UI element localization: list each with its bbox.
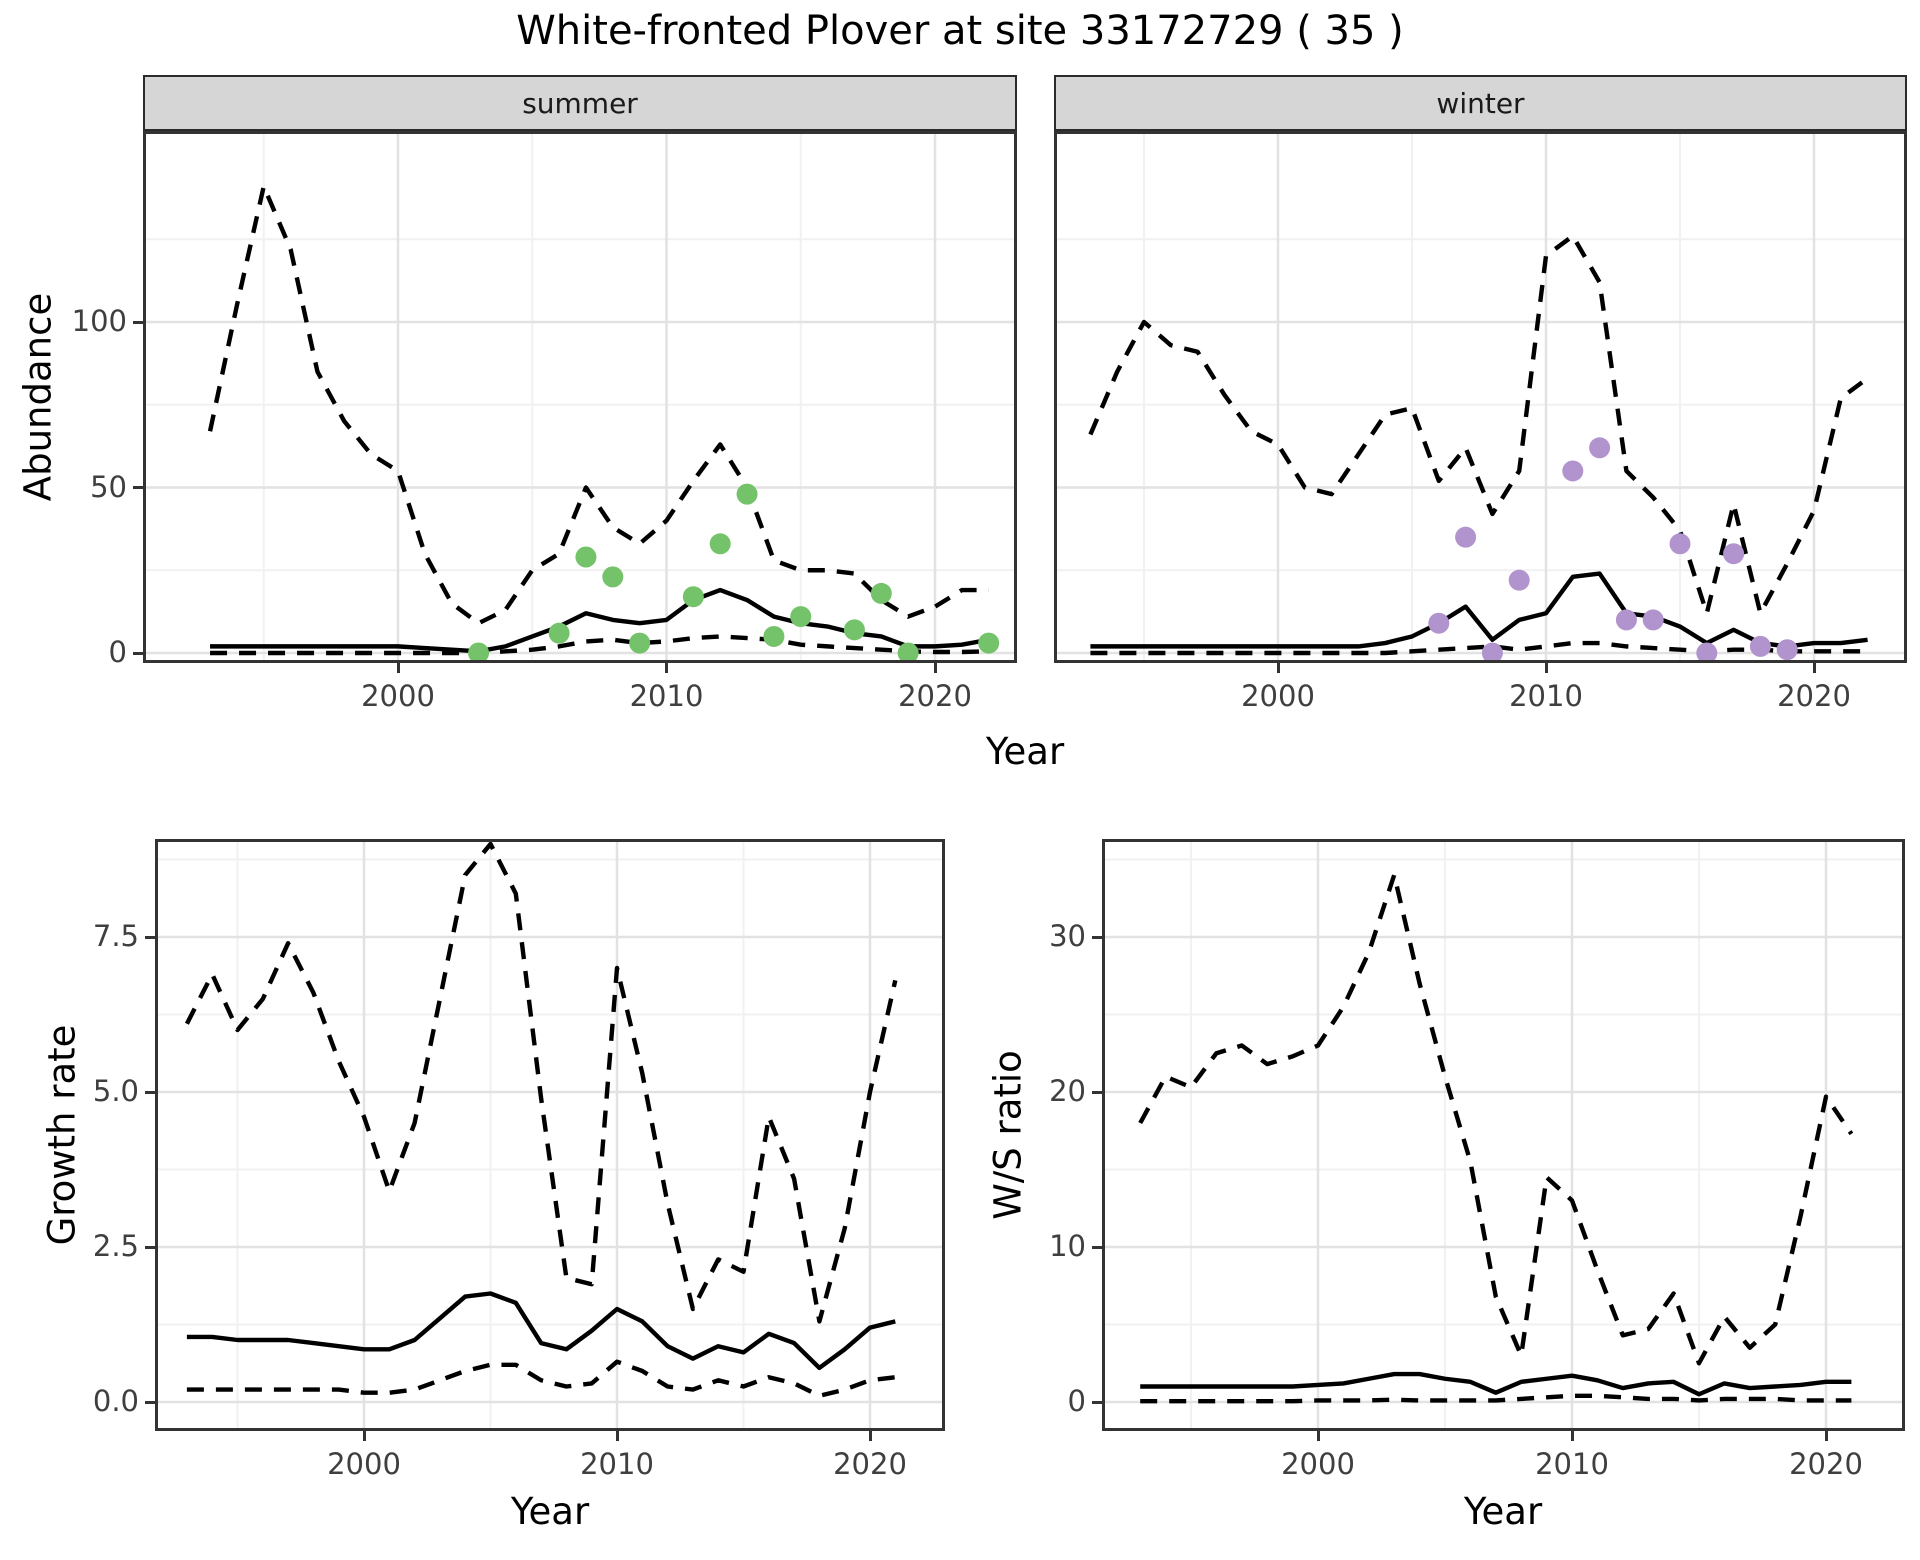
- data-point-winter_counts: [1696, 642, 1718, 663]
- x-tick-mark: [615, 1431, 619, 1441]
- data-point-winter_counts: [1749, 635, 1771, 657]
- x-tick-mark: [396, 663, 400, 673]
- x-tick-label: 2000: [1281, 1447, 1355, 1481]
- data-point-summer_counts: [629, 632, 651, 654]
- y-tick-mark: [1092, 1245, 1102, 1249]
- y-tick-mark: [133, 486, 143, 489]
- series-ws-upper_ci: [1138, 872, 1854, 1366]
- facet-strip-summer-label: summer: [522, 86, 638, 120]
- y-tick-mark: [133, 320, 143, 324]
- y-axis-title-growth-rate: Growth rate: [40, 1024, 84, 1246]
- x-tick-mark: [362, 1431, 366, 1441]
- figure-title: White-fronted Plover at site 33172729 ( …: [516, 8, 1404, 54]
- data-point-summer_counts: [709, 533, 731, 555]
- y-tick-mark: [1092, 1090, 1102, 1094]
- x-tick-label: 2010: [580, 1447, 654, 1481]
- x-tick-mark: [933, 663, 937, 673]
- data-point-summer_counts: [843, 619, 865, 641]
- x-tick-label: 2000: [361, 679, 435, 713]
- y-tick-mark: [145, 1245, 155, 1249]
- x-tick-mark: [665, 663, 668, 673]
- y-tick-label: 50: [90, 469, 127, 504]
- data-point-summer_counts: [763, 625, 785, 647]
- y-tick-label: 100: [71, 304, 127, 338]
- y-tick-label: 0: [108, 635, 127, 669]
- data-point-winter_counts: [1589, 437, 1611, 459]
- data-point-winter_counts: [1428, 612, 1450, 634]
- y-tick-label: 5.0: [92, 1074, 139, 1108]
- x-tick-label: 2020: [898, 679, 972, 713]
- y-tick-mark: [1092, 1400, 1102, 1404]
- panel-ws: [1102, 839, 1905, 1431]
- x-tick-label: 2010: [629, 679, 704, 713]
- x-tick-label: 2010: [1509, 679, 1583, 713]
- facet-strip-winter-label: winter: [1436, 86, 1525, 120]
- data-point-winter_counts: [1455, 526, 1477, 548]
- x-tick-label: 2020: [1789, 1447, 1863, 1481]
- series-summer-lower_ci: [210, 634, 989, 656]
- series-ws-lower_ci: [1140, 1393, 1852, 1404]
- x-tick-mark: [1824, 1431, 1828, 1441]
- data-point-summer_counts: [790, 606, 812, 628]
- data-point-summer_counts: [736, 483, 758, 505]
- x-tick-mark: [1544, 663, 1548, 673]
- series-winter-upper_ci: [1088, 233, 1869, 616]
- y-tick-label: 30: [1049, 919, 1086, 953]
- panel-growth: [155, 839, 945, 1431]
- series-winter-lower_ci: [1090, 640, 1868, 656]
- series-ws-mean: [1140, 1371, 1852, 1397]
- data-point-summer_counts: [575, 546, 597, 568]
- data-point-summer_counts: [978, 632, 1000, 654]
- x-tick-mark: [1316, 1431, 1320, 1441]
- x-tick-mark: [1812, 663, 1816, 673]
- facet-strip-winter: winter: [1054, 75, 1907, 131]
- y-tick-mark: [145, 935, 155, 939]
- data-point-winter_counts: [1562, 460, 1584, 482]
- x-tick-mark: [1570, 1431, 1574, 1441]
- data-point-winter_counts: [1776, 639, 1798, 661]
- facet-strip-summer: summer: [143, 75, 1017, 131]
- y-tick-label: 7.5: [92, 919, 139, 953]
- series-growth-lower_ci: [186, 1359, 896, 1398]
- data-point-winter_counts: [1615, 609, 1637, 631]
- y-tick-label: 2.5: [92, 1229, 139, 1263]
- data-point-winter_counts: [1723, 543, 1745, 565]
- series-winter-mean: [1090, 571, 1868, 649]
- data-point-winter_counts: [1669, 533, 1691, 555]
- x-tick-label: 2020: [833, 1447, 907, 1481]
- panel-winter: [1054, 131, 1907, 663]
- data-point-summer_counts: [468, 642, 490, 663]
- panel-summer: [143, 131, 1017, 663]
- data-point-winter_counts: [1481, 642, 1503, 663]
- y-tick-mark: [133, 651, 143, 655]
- data-point-summer_counts: [602, 566, 624, 588]
- x-tick-label: 2010: [1535, 1447, 1609, 1481]
- x-axis-title-year-ws: Year: [1463, 1490, 1543, 1533]
- series-growth-upper_ci: [184, 841, 898, 1324]
- data-point-summer_counts: [870, 582, 892, 604]
- data-point-winter_counts: [1642, 609, 1664, 631]
- x-axis-title-year-top: Year: [985, 730, 1065, 773]
- data-point-summer_counts: [548, 622, 570, 644]
- data-point-winter_counts: [1508, 569, 1530, 591]
- y-tick-label: 10: [1049, 1229, 1086, 1263]
- x-axis-title-year-growth: Year: [510, 1490, 590, 1533]
- y-tick-mark: [145, 1090, 155, 1094]
- x-tick-label: 2020: [1777, 679, 1851, 713]
- y-tick-label: 0.0: [92, 1384, 139, 1418]
- y-tick-mark: [1092, 935, 1102, 939]
- data-point-summer_counts: [897, 642, 919, 663]
- y-tick-mark: [145, 1400, 155, 1404]
- x-tick-label: 2000: [327, 1447, 401, 1481]
- x-tick-mark: [1276, 663, 1280, 673]
- x-tick-mark: [868, 1431, 872, 1441]
- y-tick-label: 20: [1049, 1074, 1086, 1108]
- x-tick-label: 2000: [1241, 679, 1315, 713]
- y-tick-label: 0: [1067, 1384, 1086, 1418]
- series-growth-mean: [186, 1291, 896, 1371]
- data-point-summer_counts: [682, 586, 704, 608]
